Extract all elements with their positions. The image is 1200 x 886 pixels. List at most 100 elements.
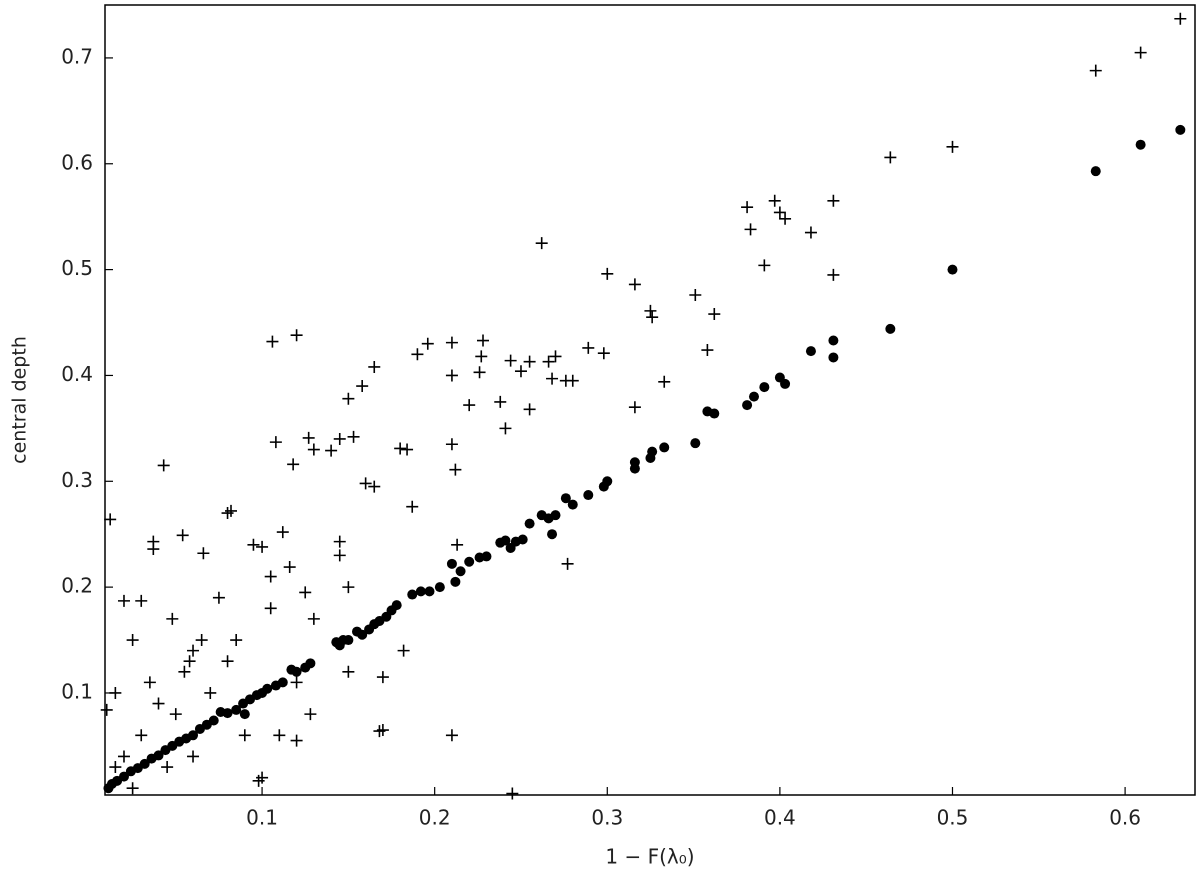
y-tick-label: 0.6 xyxy=(61,150,93,174)
plus-point xyxy=(463,399,476,412)
plus-point xyxy=(546,372,559,385)
dot-point xyxy=(215,707,226,718)
plus-point xyxy=(1174,12,1187,25)
dot-point xyxy=(505,542,516,553)
dot-point xyxy=(434,582,445,593)
plus-point xyxy=(221,655,234,668)
dot-point xyxy=(286,664,297,675)
plus-point xyxy=(494,395,507,408)
plus-point xyxy=(523,403,536,416)
dot-point xyxy=(524,518,535,529)
x-tick-label: 0.5 xyxy=(937,806,969,830)
plus-point xyxy=(143,676,156,689)
plus-point xyxy=(104,513,117,526)
plus-point xyxy=(744,223,757,236)
dot-point xyxy=(446,558,457,569)
plus-point xyxy=(157,459,170,472)
dot-point xyxy=(774,372,785,383)
plus-point xyxy=(708,308,721,321)
plus-point xyxy=(269,436,282,449)
x-tick-label: 0.2 xyxy=(419,806,451,830)
plus-point xyxy=(477,334,490,347)
x-axis-label: 1 − F(λ₀) xyxy=(605,845,694,869)
plus-point xyxy=(646,311,659,324)
plus-point xyxy=(197,547,210,560)
plus-point xyxy=(342,392,355,405)
plus-point xyxy=(773,206,786,219)
plus-point xyxy=(475,350,488,363)
plus-point xyxy=(827,268,840,281)
plus-point xyxy=(779,212,792,225)
x-tick-label: 0.4 xyxy=(764,806,796,830)
dot-point xyxy=(645,453,656,464)
dot-point xyxy=(702,406,713,417)
plus-point xyxy=(549,350,562,363)
plus-point xyxy=(561,557,574,570)
plus-point xyxy=(644,304,657,317)
plus-point xyxy=(187,750,200,763)
plus-point xyxy=(597,347,610,360)
plus-point xyxy=(176,529,189,542)
plus-point xyxy=(230,634,243,647)
plus-point xyxy=(946,140,959,153)
plus-point xyxy=(166,612,179,625)
dot-point xyxy=(1090,166,1101,177)
dot-point xyxy=(239,709,250,720)
plus-point xyxy=(283,561,296,574)
plus-point xyxy=(287,458,300,471)
plus-point xyxy=(302,431,315,444)
plus-point xyxy=(397,644,410,657)
dot-point xyxy=(759,382,770,393)
dot-point xyxy=(567,499,578,510)
plus-point xyxy=(1089,64,1102,77)
y-tick-label: 0.1 xyxy=(61,679,93,703)
plus-point xyxy=(347,430,360,443)
x-tick-label: 0.1 xyxy=(246,806,278,830)
plus-point xyxy=(523,355,536,368)
dot-point xyxy=(455,566,466,577)
plus-point xyxy=(183,655,196,668)
plus-point xyxy=(169,708,182,721)
plus-point xyxy=(307,443,320,456)
dot-point xyxy=(805,346,816,357)
plus-point xyxy=(356,380,369,393)
plus-point xyxy=(514,365,527,378)
plus-point xyxy=(187,644,200,657)
plus-point xyxy=(449,463,462,476)
plus-point xyxy=(264,602,277,615)
plus-point xyxy=(126,634,139,647)
plus-point xyxy=(161,761,174,774)
plus-point xyxy=(406,500,419,513)
plus-point xyxy=(376,671,389,684)
plus-point xyxy=(299,586,312,599)
dot-point xyxy=(885,323,896,334)
plus-point xyxy=(741,201,754,214)
dot-point xyxy=(331,637,342,648)
plus-point xyxy=(135,729,148,742)
plus-point xyxy=(542,355,555,368)
x-tick-label: 0.3 xyxy=(591,806,623,830)
plot-frame xyxy=(104,4,1196,796)
plus-point xyxy=(768,194,781,207)
plus-point xyxy=(559,374,572,387)
plus-point xyxy=(195,634,208,647)
plus-point xyxy=(307,612,320,625)
dot-point xyxy=(536,510,547,521)
plus-point xyxy=(212,591,225,604)
dot-point xyxy=(450,576,461,587)
dot-point xyxy=(474,552,485,563)
plus-point xyxy=(276,526,289,539)
dot-point xyxy=(238,698,249,709)
plus-point xyxy=(601,267,614,280)
x-tick-label: 0.6 xyxy=(1109,806,1141,830)
plus-point xyxy=(499,422,512,435)
dot-point xyxy=(828,335,839,346)
plus-point xyxy=(884,151,897,164)
dot-point xyxy=(464,556,475,567)
dot-point xyxy=(659,442,670,453)
plus-point xyxy=(401,443,414,456)
plus-point xyxy=(804,226,817,239)
dot-point xyxy=(629,463,640,474)
plus-point xyxy=(658,375,671,388)
plus-point xyxy=(238,729,251,742)
